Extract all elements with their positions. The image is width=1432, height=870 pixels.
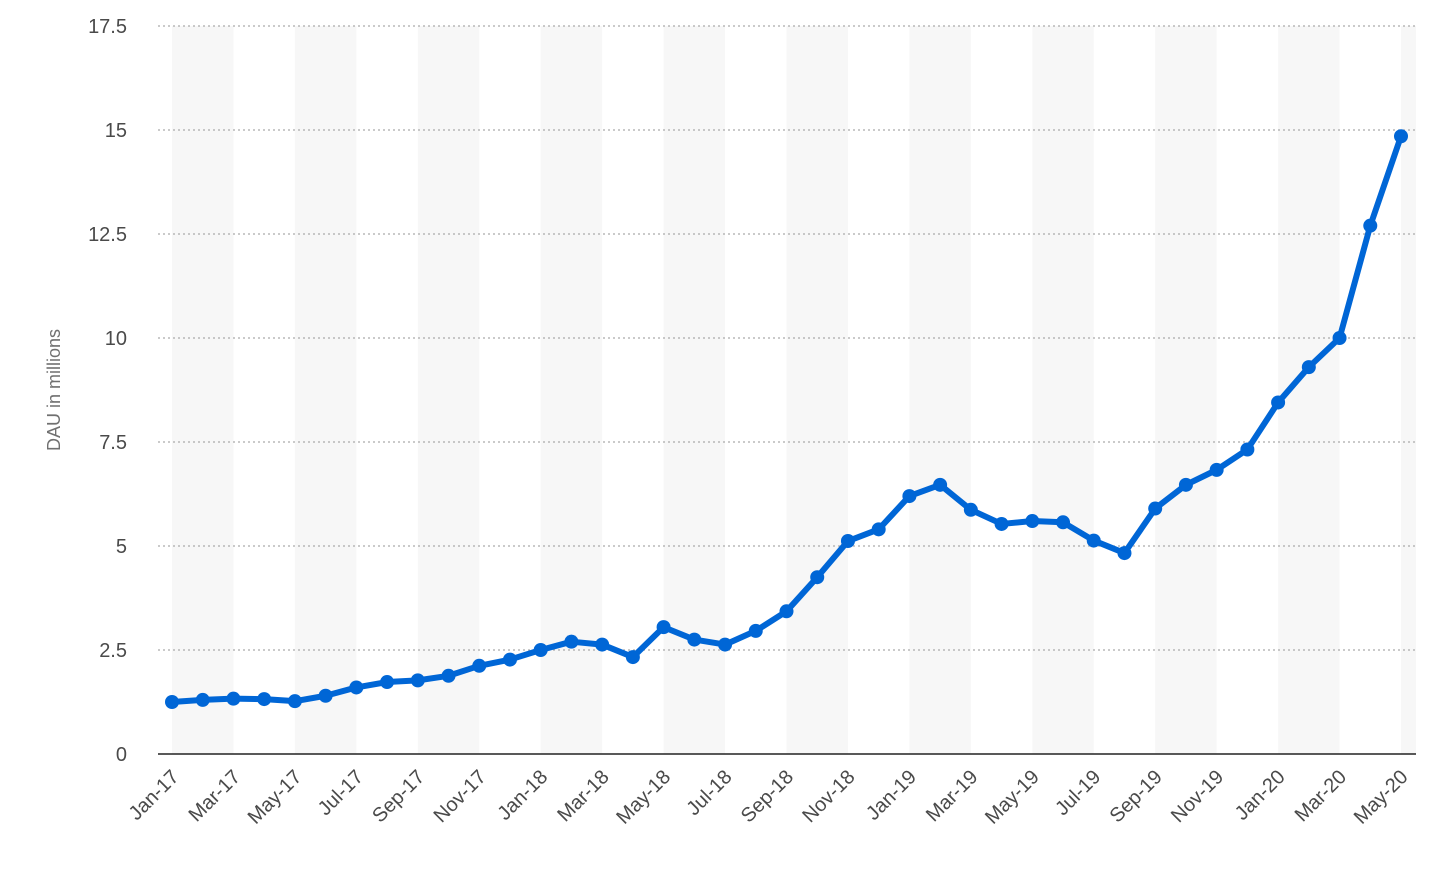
data-point	[1117, 546, 1132, 561]
data-point	[195, 692, 210, 707]
data-point	[1301, 360, 1316, 375]
data-point	[1209, 462, 1224, 477]
x-tick-label: Nov-18	[798, 766, 859, 827]
data-points	[165, 129, 1408, 709]
data-point	[656, 620, 671, 635]
data-point	[533, 643, 548, 657]
x-tick-label: May-18	[612, 766, 675, 829]
data-point	[1363, 218, 1378, 233]
data-point	[687, 632, 702, 647]
data-point	[1178, 477, 1193, 492]
data-point	[871, 522, 886, 537]
data-point	[748, 623, 763, 638]
background-band	[172, 26, 234, 754]
data-point	[810, 570, 825, 585]
x-tick-label: Mar-18	[553, 766, 613, 826]
x-tick-label: Jul-18	[683, 766, 737, 820]
background-band	[1032, 26, 1094, 754]
x-tick-label: Jan-20	[1231, 766, 1290, 825]
x-tick-label: May-17	[244, 766, 307, 829]
background-band	[1401, 26, 1416, 754]
y-tick-label: 7.5	[99, 432, 127, 454]
background-band	[417, 26, 480, 754]
data-point	[1025, 514, 1040, 529]
data-point	[502, 652, 517, 667]
x-tick-label: May-19	[981, 766, 1044, 829]
data-point	[1394, 129, 1408, 144]
y-tick-label: 5	[116, 536, 127, 558]
x-tick-label: Jan-17	[125, 766, 184, 825]
x-tick-label: Nov-19	[1167, 766, 1228, 827]
data-point	[1086, 533, 1101, 548]
data-point	[1271, 395, 1286, 410]
data-point	[564, 634, 579, 649]
background-band	[540, 26, 603, 754]
data-point	[349, 680, 364, 695]
y-tick-label: 2.5	[99, 640, 127, 662]
y-tick-label: 10	[105, 328, 127, 350]
data-point	[318, 688, 333, 703]
x-tick-label: Jul-19	[1051, 766, 1105, 820]
background-band	[909, 26, 971, 754]
x-tick-label: May-20	[1350, 766, 1413, 829]
data-point	[441, 668, 456, 683]
data-point	[718, 637, 733, 652]
x-tick-label: Sep-18	[737, 766, 798, 827]
x-tick-label: Jan-19	[862, 766, 921, 825]
data-point	[902, 489, 917, 504]
data-point	[963, 502, 978, 517]
data-point	[994, 516, 1009, 531]
data-point	[165, 695, 179, 709]
data-point	[410, 673, 425, 688]
y-tick-label: 0	[116, 744, 127, 766]
y-axis-tick-labels: 0 2.5 5 7.5 10 12.5 15 17.5	[88, 16, 127, 766]
x-tick-label: Mar-19	[922, 766, 982, 826]
data-point	[257, 692, 272, 707]
x-tick-label: Jul-17	[314, 766, 368, 820]
background-band	[294, 26, 357, 754]
data-point	[1240, 442, 1255, 457]
x-tick-label: Mar-20	[1291, 766, 1351, 826]
background-band	[1155, 26, 1217, 754]
data-point	[1056, 515, 1071, 530]
data-point	[380, 675, 395, 690]
data-point	[472, 658, 487, 673]
data-point	[226, 691, 241, 706]
background-bands	[172, 26, 1416, 754]
y-tick-label: 17.5	[88, 16, 127, 38]
data-point	[287, 694, 302, 709]
data-point	[933, 477, 948, 492]
y-axis-title: DAU in millions	[44, 329, 64, 451]
x-tick-label: Sep-17	[368, 766, 429, 827]
data-point	[779, 604, 794, 619]
y-tick-label: 12.5	[88, 224, 127, 246]
data-point	[1148, 501, 1163, 516]
data-point	[625, 650, 640, 665]
data-point	[840, 534, 855, 549]
x-tick-label: Mar-17	[185, 766, 245, 826]
x-tick-label: Sep-19	[1106, 766, 1167, 827]
x-tick-label: Nov-17	[430, 766, 491, 827]
x-tick-label: Jan-18	[493, 766, 552, 825]
y-tick-label: 15	[105, 120, 127, 142]
background-band	[786, 26, 848, 754]
data-point	[595, 637, 610, 652]
data-point	[1332, 331, 1347, 345]
